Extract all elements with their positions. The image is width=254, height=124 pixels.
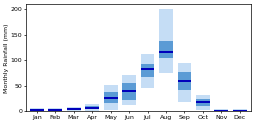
Bar — [232, 110, 246, 112]
Bar — [85, 104, 99, 111]
Bar — [48, 109, 62, 111]
Y-axis label: Monthly Rainfall (mm): Monthly Rainfall (mm) — [4, 23, 9, 93]
Bar — [30, 108, 44, 111]
Bar — [122, 90, 135, 92]
Bar — [140, 54, 154, 88]
Bar — [177, 80, 190, 82]
Bar — [67, 108, 80, 110]
Bar — [158, 41, 172, 58]
Bar — [48, 108, 62, 111]
Bar — [195, 101, 209, 103]
Bar — [103, 92, 117, 103]
Bar — [30, 109, 44, 111]
Bar — [195, 99, 209, 106]
Bar — [103, 97, 117, 99]
Bar — [122, 75, 135, 105]
Bar — [195, 95, 209, 110]
Bar — [85, 106, 99, 109]
Bar — [67, 108, 80, 110]
Bar — [48, 109, 62, 111]
Bar — [214, 110, 227, 112]
Bar — [67, 107, 80, 111]
Bar — [177, 72, 190, 90]
Bar — [30, 109, 44, 111]
Bar — [103, 85, 117, 110]
Bar — [85, 107, 99, 109]
Bar — [140, 64, 154, 77]
Bar — [140, 68, 154, 70]
Bar — [232, 110, 246, 111]
Bar — [158, 9, 172, 73]
Bar — [214, 109, 227, 111]
Bar — [214, 110, 227, 111]
Bar — [232, 109, 246, 111]
Bar — [177, 63, 190, 102]
Bar — [122, 83, 135, 100]
Bar — [158, 51, 172, 53]
